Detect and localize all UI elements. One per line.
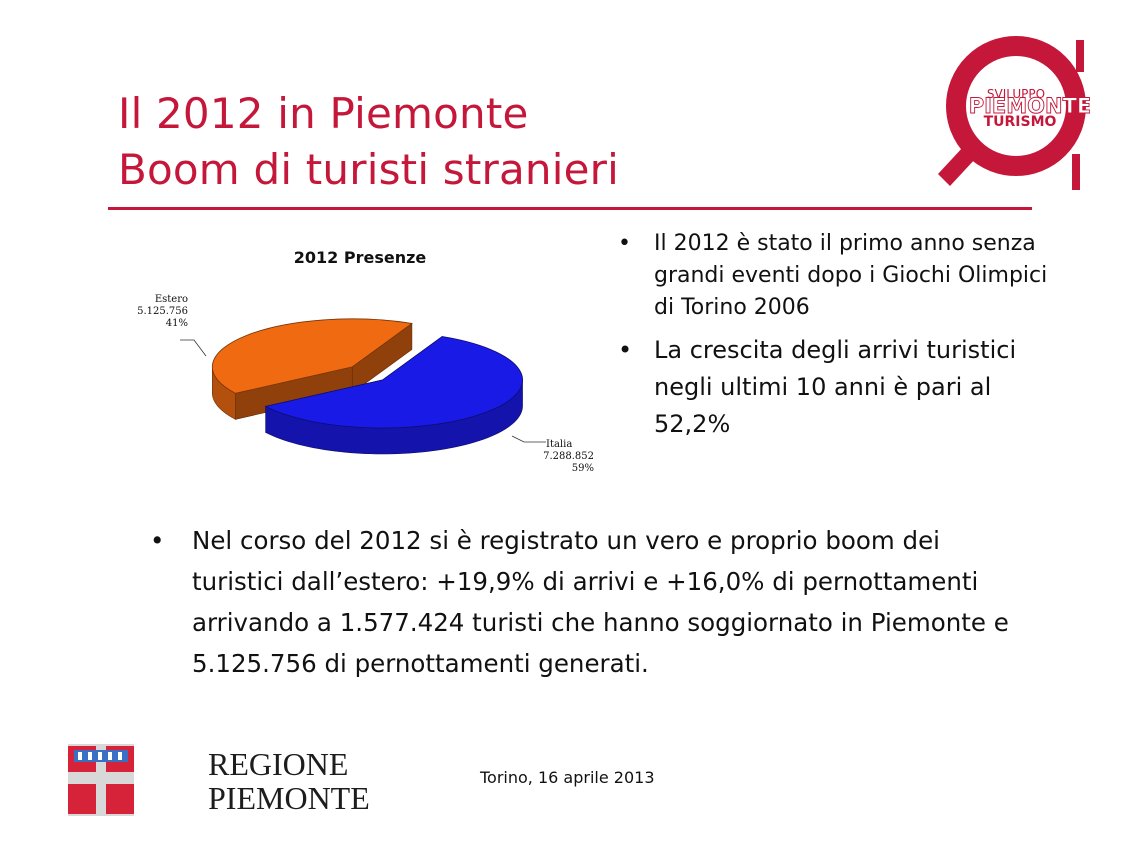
right-bullet-item: • Il 2012 è stato il primo anno senza gr… [610,228,1050,324]
slide-title-line1: Il 2012 in Piemonte [118,89,529,138]
bottom-bullet-text: Nel corso del 2012 si è registrato un ve… [192,526,1009,678]
title-divider [108,207,1032,210]
pie-chart-svg [180,318,546,455]
pie-label-estero: Estero 5.125.756 41% [126,294,188,330]
bullet-icon: • [150,526,165,555]
pie-chart: 2012 Presenze Estero 5.125.756 41% Itali… [120,236,600,486]
right-bullet-text: Il 2012 è stato il primo anno senza gran… [654,231,1048,320]
regione-piemonte-logo: REGIONE PIEMONTE [68,744,370,816]
logo-text-piemonte: PIEMONTE [969,94,1090,118]
pie-leader-italia [511,435,546,443]
logo-text-sviluppo: SVILUPPO [987,87,1045,101]
pie-slice-italia [264,336,523,429]
bullet-icon: • [618,336,633,364]
regione-logo-line1: REGIONE [208,746,349,782]
logo-text-turismo: TURISMO [984,114,1057,130]
right-bullet-item: • La crescita degli arrivi turistici neg… [610,332,1050,443]
footer-date: Torino, 16 aprile 2013 [480,768,655,787]
bottom-bullet-item: • Nel corso del 2012 si è registrato un … [144,520,1024,684]
pie-label-italia-name: Italia [546,439,573,450]
pie-label-estero-name: Estero [154,294,188,305]
slide-title: Il 2012 in Piemonte Boom di turisti stra… [118,86,619,198]
right-bullet-list: • Il 2012 è stato il primo anno senza gr… [610,228,1050,451]
pie-label-italia-value: 7.288.852 [543,451,594,462]
pie-label-estero-percent: 41% [165,318,188,329]
pie-slice-estero [211,318,413,394]
pie-label-italia-percent: 59% [571,463,594,474]
regione-flag-icon [68,744,134,816]
bottom-bullet-list: • Nel corso del 2012 si è registrato un … [144,520,1024,684]
right-bullet-text: La crescita degli arrivi turistici negli… [654,336,1017,438]
sviluppo-piemonte-turismo-logo: SVILUPPO PIEMONTE TURISMO [938,36,1090,190]
pie-leader-estero [180,339,207,357]
slide-title-line2: Boom di turisti stranieri [118,145,619,194]
bullet-icon: • [618,231,631,256]
chart-title: 2012 Presenze [293,248,427,267]
regione-logo-line2: PIEMONTE [208,780,370,816]
pie-label-estero-value: 5.125.756 [137,306,188,317]
pie-label-italia: Italia 7.288.852 59% [518,439,594,475]
